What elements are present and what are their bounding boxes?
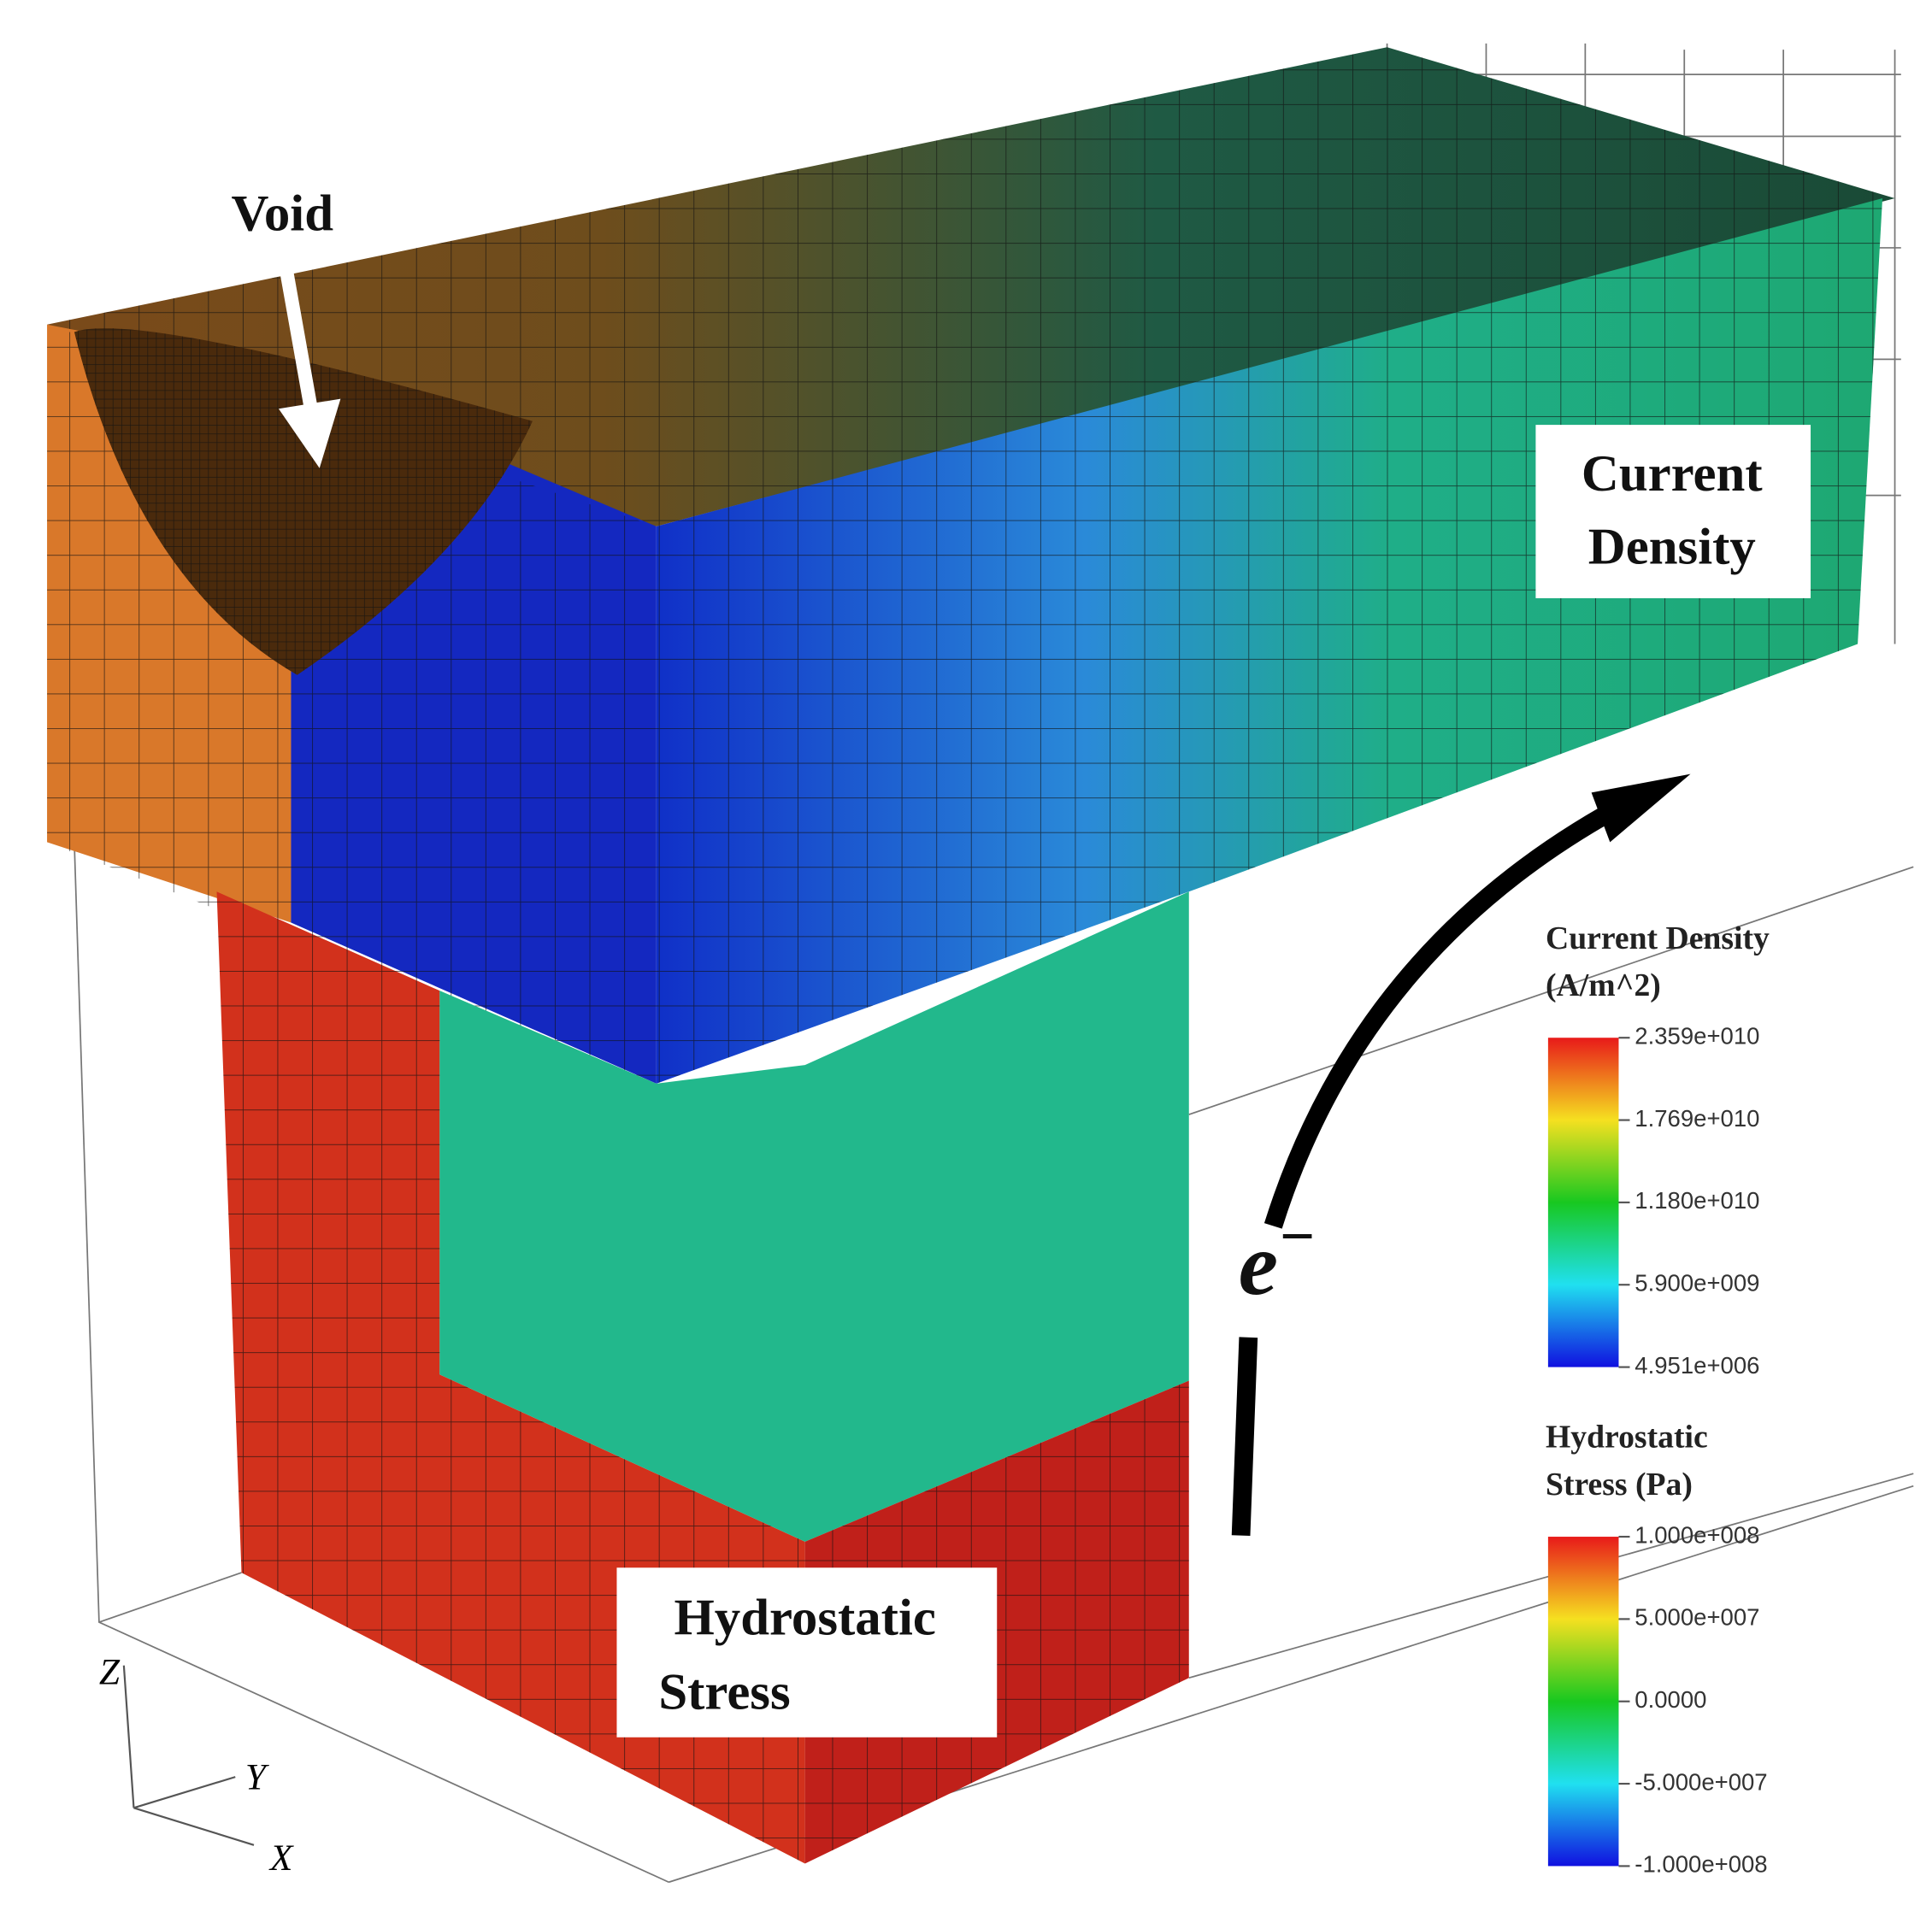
label-box bbox=[1535, 425, 1811, 598]
tick-label: 1.000e+008 bbox=[1635, 1521, 1759, 1548]
beam-top-mesh bbox=[47, 47, 1895, 526]
electron-label: e− bbox=[1239, 1202, 1316, 1314]
column-teal bbox=[439, 891, 1189, 1542]
tick-label: 2.359e+010 bbox=[1635, 1022, 1759, 1049]
beam-side-mesh bbox=[656, 197, 1883, 1084]
legend-title: Current Density bbox=[1546, 920, 1770, 956]
electron-charge: − bbox=[1278, 1202, 1316, 1271]
axis-lines bbox=[122, 1665, 255, 1846]
legend-title: Stress (Pa) bbox=[1546, 1467, 1693, 1502]
tick-label: 5.900e+009 bbox=[1635, 1270, 1759, 1297]
tick-label: 1.769e+010 bbox=[1635, 1105, 1759, 1132]
tick-label: 0.0000 bbox=[1635, 1686, 1706, 1713]
current-density-label: Current bbox=[1582, 445, 1763, 503]
color-bar bbox=[1547, 1038, 1619, 1367]
tick-label: -5.000e+007 bbox=[1635, 1768, 1767, 1795]
legend-title: (A/m^2) bbox=[1546, 967, 1661, 1003]
axis-label: X bbox=[268, 1838, 294, 1879]
electron-arrowhead bbox=[1591, 773, 1691, 843]
legends: Current Density (A/m^2) 2.359e+010 1.769e+0… bbox=[1546, 920, 1770, 1878]
void-arrowhead bbox=[278, 398, 341, 468]
current-density-label: Density bbox=[1588, 518, 1756, 575]
axis-label: Y bbox=[245, 1757, 270, 1798]
tick-label: -1.000e+008 bbox=[1635, 1851, 1767, 1878]
tick-label: 5.000e+007 bbox=[1635, 1604, 1759, 1631]
stress-label: Stress bbox=[658, 1663, 790, 1720]
tick-label: 4.951e+006 bbox=[1635, 1352, 1759, 1379]
color-bar bbox=[1547, 1537, 1619, 1867]
tick-label: 1.180e+010 bbox=[1635, 1187, 1759, 1214]
electron: e bbox=[1239, 1214, 1278, 1314]
void-mesh bbox=[74, 328, 533, 675]
axes-triad bbox=[122, 1665, 255, 1846]
axis-label: Z bbox=[99, 1651, 121, 1692]
void-label: Void bbox=[232, 185, 334, 243]
stress-label: Hydrostatic bbox=[674, 1590, 935, 1647]
void-arrow bbox=[275, 246, 319, 416]
label-box bbox=[616, 1567, 998, 1738]
electron-arrow bbox=[1231, 790, 1640, 1537]
legend-title: Hydrostatic bbox=[1546, 1420, 1708, 1455]
